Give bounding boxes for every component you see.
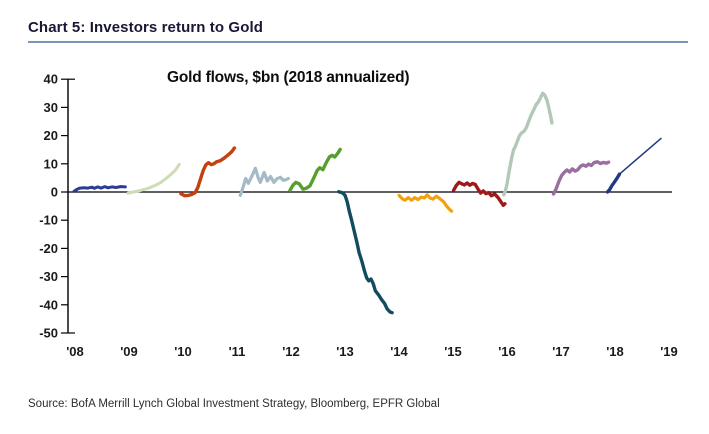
title-divider	[28, 41, 688, 43]
y-axis-label: -40	[39, 297, 58, 312]
y-axis-label: -20	[39, 241, 58, 256]
x-axis-label: '14	[390, 344, 408, 359]
x-axis-label: '15	[444, 344, 462, 359]
series-line-2011	[238, 166, 290, 197]
series-line-2008	[72, 185, 127, 193]
series-line-2013	[336, 189, 394, 315]
x-axis-label: '09	[120, 344, 138, 359]
y-axis-label: 0	[51, 185, 58, 200]
y-axis-label: -30	[39, 269, 58, 284]
x-axis-label: '12	[282, 344, 300, 359]
y-axis-label: 30	[44, 100, 58, 115]
series-line-2017	[551, 160, 611, 196]
chart-title: Gold flows, $bn (2018 annualized)	[167, 69, 410, 86]
series-line-2014	[397, 193, 454, 213]
y-axis-label: 40	[44, 72, 58, 87]
x-axis-label: '19	[660, 344, 678, 359]
series-line-2009	[126, 162, 181, 195]
series-line-2018	[605, 172, 622, 194]
source-note: Source: BofA Merrill Lynch Global Invest…	[28, 398, 440, 410]
x-axis-label: '10	[174, 344, 192, 359]
x-axis-label: '08	[66, 344, 84, 359]
y-axis-label: -10	[39, 213, 58, 228]
report-title: Chart 5: Investors return to Gold	[28, 19, 263, 36]
series-line-2018-annualized	[618, 137, 662, 175]
series-line-2012	[288, 147, 342, 193]
series-line-2015	[451, 180, 507, 208]
x-axis-label: '18	[606, 344, 624, 359]
x-axis-label: '13	[336, 344, 354, 359]
series-line-2010	[179, 146, 237, 198]
gold-flows-chart: 40 30 20 10 0 -10 -20 -30 -40 -50 '08 '09 '10 '11 '12 '…	[39, 72, 678, 359]
x-axis-label: '16	[498, 344, 516, 359]
series-line-2016	[502, 91, 554, 197]
x-axis-label: '17	[552, 344, 570, 359]
y-axis-label: 10	[44, 156, 58, 171]
y-axis-label: -50	[39, 326, 58, 341]
x-axis-label: '11	[229, 344, 246, 359]
y-axis-label: 20	[44, 128, 58, 143]
